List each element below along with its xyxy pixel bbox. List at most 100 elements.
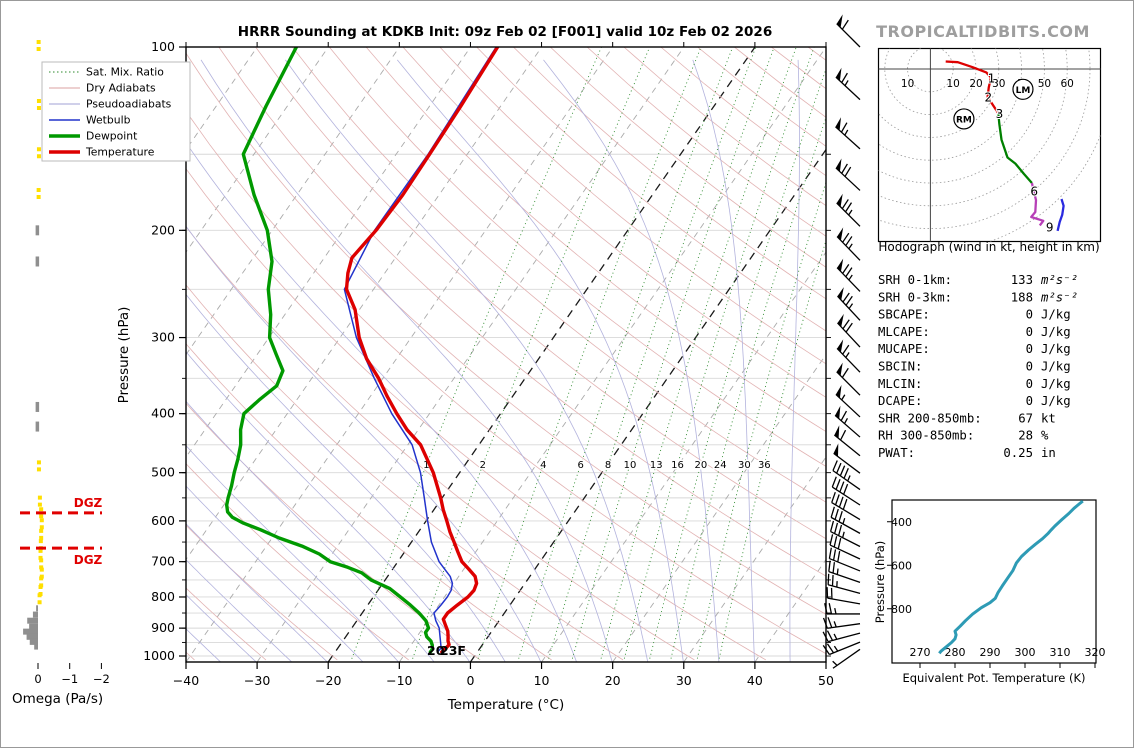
theta-y-tick-label: 600 [891, 559, 912, 572]
stat-label: SBCIN: [878, 360, 922, 374]
omega-axis-label: Omega (Pa/s) [12, 691, 103, 707]
theta-x-tick-label: 320 [1085, 646, 1106, 659]
stat-label: DCAPE: [878, 394, 922, 408]
barb-full [841, 19, 849, 30]
temp-tick-label: −20 [315, 673, 341, 688]
isotherm-line [612, 353, 826, 662]
wind-barb [831, 476, 861, 506]
barb-full [836, 462, 842, 474]
pressure-tick-label: 900 [151, 620, 175, 635]
temp-tick-label: 20 [605, 673, 621, 688]
stat-unit: J/kg [1041, 377, 1071, 391]
mixing-ratio-line [547, 47, 757, 662]
mixing-ratio-label: 24 [714, 460, 727, 471]
hodograph-trace-6-9km [1030, 182, 1045, 227]
stat-value: 28 [1018, 429, 1033, 443]
omega-tick-label: −2 [93, 672, 110, 686]
omega-descent-bar [26, 633, 38, 640]
stat-label: SRH 0-1km: [878, 273, 952, 287]
hodograph-ring-label: 60 [1061, 78, 1074, 90]
barb-pennant [837, 287, 844, 301]
theta-e-box [891, 499, 1097, 664]
dry-adiabat [513, 47, 826, 300]
wetbulb-curve [343, 47, 497, 653]
pressure-tick-label: 500 [151, 465, 175, 480]
barb-half [848, 274, 853, 281]
mixing-ratio-label: 4 [540, 460, 546, 471]
barb-full [834, 508, 839, 520]
wind-barb [837, 313, 861, 348]
barb-full [835, 478, 841, 490]
wind-barb-column [822, 14, 861, 669]
stat-unit: m²s⁻² [1040, 290, 1078, 304]
pressure-tick-label: 200 [151, 222, 175, 237]
dry-adiabat [186, 587, 267, 661]
pseudoadiabat [186, 559, 293, 662]
barb-staff [837, 322, 861, 348]
temp-tick-label: 30 [676, 673, 692, 688]
wind-barb [835, 117, 861, 150]
legend-label-pseudoadiabats: Pseudoadiabats [86, 98, 172, 111]
wind-barb [835, 67, 861, 101]
hodograph-height-label: 2 [984, 91, 992, 105]
temp-tick-label: −10 [386, 673, 412, 688]
mixing-ratio-line [718, 238, 826, 662]
barb-full [837, 537, 842, 550]
wind-barb [836, 193, 861, 227]
barb-full [837, 551, 841, 563]
stat-unit: J/kg [1041, 394, 1071, 408]
legend-box [41, 61, 191, 162]
stat-unit: % [1041, 429, 1049, 443]
hodograph-ring-label: 20 [969, 78, 982, 90]
omega-descent-bar [23, 628, 38, 635]
theta-e-curve [938, 500, 1084, 655]
barb-half [832, 660, 838, 666]
stat-unit: J/kg [1041, 342, 1071, 356]
pseudoadiabat [186, 351, 471, 662]
barb-full [822, 631, 829, 642]
pseudoadiabat [200, 59, 613, 662]
chart-title: HRRR Sounding at KDKB Init: 09z Feb 02 [… [238, 24, 772, 40]
barb-full [842, 319, 850, 330]
wind-barb [822, 630, 861, 643]
hodograph-height-label: 9 [1046, 220, 1054, 234]
stat-unit: J/kg [1041, 308, 1071, 322]
dry-adiabat [186, 168, 767, 661]
mixing-ratio-label: 6 [577, 460, 583, 471]
barb-full [830, 506, 835, 518]
stat-label: MLCAPE: [878, 325, 930, 339]
barb-half [844, 129, 849, 136]
mixing-ratio-line [599, 47, 797, 662]
barb-full [841, 199, 849, 210]
wind-barb [822, 617, 861, 629]
dry-adiabat [328, 47, 826, 467]
barb-pennant [833, 443, 839, 457]
dry-adiabat [292, 47, 826, 503]
wind-barb [836, 339, 861, 373]
barb-full [839, 429, 847, 441]
surface-temperature-label: 23F [440, 643, 466, 658]
dry-adiabat [186, 52, 826, 615]
barb-pennant [837, 339, 844, 353]
pressure-tick-label: 600 [151, 513, 175, 528]
wind-barb [836, 258, 861, 292]
barb-pennant [835, 67, 842, 81]
omega-descent-bar [29, 623, 38, 630]
omega-descent-bar [36, 605, 38, 612]
mixing-ratio-line [517, 47, 734, 662]
barb-staff [834, 414, 861, 438]
wind-barb [835, 158, 861, 191]
barb-pennant [836, 193, 843, 207]
pseudoadiabat [186, 523, 328, 662]
barb-full [831, 476, 837, 488]
barb-pennant [834, 425, 840, 439]
dewpoint-curve [225, 47, 434, 654]
wind-barb [824, 603, 860, 615]
pseudoadiabat [285, 59, 649, 662]
pseudoadiabat [543, 59, 720, 662]
barb-staff [831, 486, 861, 506]
barb-full [841, 163, 848, 174]
barb-staff [827, 623, 861, 629]
